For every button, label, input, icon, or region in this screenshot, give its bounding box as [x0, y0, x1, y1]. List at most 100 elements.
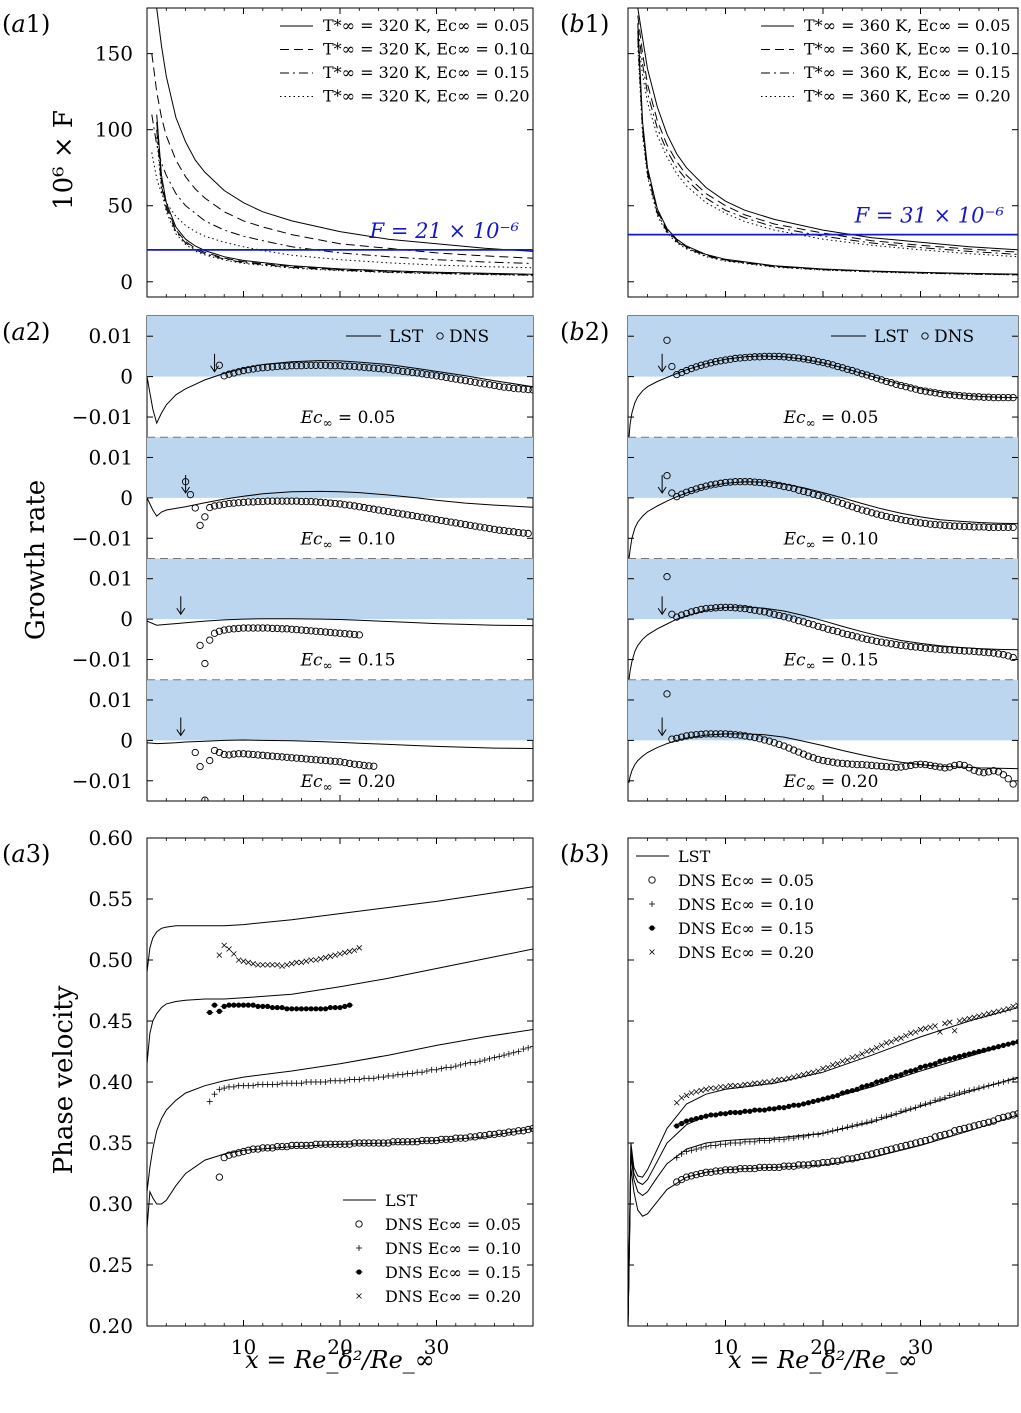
dns-point	[530, 1044, 536, 1050]
y-tick-label: 0	[120, 607, 133, 631]
subpanel-label: Ec∞ = 0.15	[783, 651, 879, 673]
y-tick-label: 0.40	[88, 1070, 133, 1094]
circle-marker	[192, 749, 198, 755]
circle-marker	[356, 632, 362, 638]
dns-point	[482, 1057, 488, 1063]
dns-point	[260, 962, 265, 967]
dns-point	[318, 956, 323, 961]
dns-point	[207, 637, 213, 643]
y-tick-label: 0	[120, 728, 133, 752]
dns-point	[689, 1090, 694, 1095]
circle-marker	[202, 660, 208, 666]
legend-marker	[649, 901, 655, 907]
circle-marker	[356, 1221, 362, 1227]
dns-point	[192, 749, 198, 755]
dns-point	[1015, 1075, 1021, 1081]
dns-point	[1005, 776, 1011, 782]
dns-point	[241, 959, 246, 964]
y-tick-label: 0.25	[88, 1253, 133, 1277]
dns-point	[899, 1036, 904, 1041]
legend-label-dns: DNS	[449, 327, 489, 347]
subpanel-label: Ec∞ = 0.10	[783, 529, 879, 551]
circle-marker	[1010, 781, 1016, 787]
legend-label: DNS Ec∞ = 0.10	[678, 895, 814, 914]
dns-point	[849, 1123, 855, 1129]
dns-point	[202, 514, 208, 520]
dns-point	[821, 1066, 826, 1071]
dns-point	[419, 1069, 425, 1075]
dns-point	[1000, 1079, 1006, 1085]
dns-point	[313, 958, 318, 963]
dns-point	[679, 1095, 684, 1100]
dns-point	[1005, 1078, 1011, 1084]
positive-growth-region	[147, 559, 533, 620]
legend-marker	[650, 950, 655, 955]
dns-point	[309, 958, 314, 963]
dns-point	[217, 953, 222, 958]
dns-point	[967, 1016, 972, 1021]
dns-point	[472, 1059, 478, 1065]
curves	[628, 1003, 1021, 1326]
dns-point	[275, 962, 280, 967]
ylabel-phase: Phase velocity	[49, 985, 79, 1174]
dns-point	[525, 530, 531, 536]
dns-point	[981, 1084, 987, 1090]
subpanel	[147, 437, 533, 536]
subpanel-label: Ec∞ = 0.20	[783, 772, 879, 794]
dns-point	[708, 1086, 713, 1091]
legend-label: LST	[385, 1191, 418, 1210]
legend-marker	[356, 1269, 363, 1274]
curves	[147, 887, 536, 1229]
dns-point	[448, 1064, 454, 1070]
subpanel-label: Ec∞ = 0.05	[300, 408, 396, 430]
dns-point	[284, 962, 289, 967]
dns-point	[501, 1052, 507, 1058]
dns-point	[952, 1028, 957, 1033]
dns-point	[400, 1072, 406, 1078]
dns-point	[216, 1086, 222, 1092]
y-tick-label: 0.20	[88, 1314, 133, 1338]
dns-point	[845, 1058, 850, 1063]
dns-point	[703, 1144, 709, 1150]
dns-point	[338, 951, 343, 956]
dns-point	[371, 1075, 377, 1081]
y-tick-label: −0.01	[72, 648, 133, 672]
ylabel-frequency: 10⁶ × F	[49, 110, 79, 210]
legend-marker	[649, 925, 656, 930]
dns-point	[197, 642, 203, 648]
dns-point	[889, 1039, 894, 1044]
y-tick-label: 0.01	[88, 567, 133, 591]
dns-point	[496, 1053, 502, 1059]
dns-point	[438, 1066, 444, 1072]
dns-point	[874, 1045, 879, 1050]
dns-point	[280, 964, 285, 969]
dns-point	[713, 1086, 718, 1091]
dns-point	[265, 962, 270, 967]
circle-marker	[197, 642, 203, 648]
dns-point	[487, 1056, 493, 1062]
y-tick-label: 0.50	[88, 948, 133, 972]
circle-marker	[207, 637, 213, 643]
dns-point	[250, 1083, 256, 1089]
dns-point	[844, 1124, 850, 1130]
axes-b1: (b1)F = 31 × 10⁻⁶T*∞ = 360 K, Ec∞ = 0.05…	[560, 8, 1018, 297]
y-tick-label: 0	[120, 486, 133, 510]
dns-point	[699, 1088, 704, 1093]
positive-growth-region	[628, 680, 1018, 741]
y-tick-label: 0.55	[88, 887, 133, 911]
y-tick-label: 0	[120, 270, 133, 294]
dns-point	[192, 505, 198, 511]
dns-point	[859, 1120, 865, 1126]
dns-point	[723, 1141, 729, 1147]
y-tick-label: −0.01	[72, 405, 133, 429]
dns-point	[825, 1129, 831, 1135]
circle-marker	[371, 763, 377, 769]
legend-label: DNS Ec∞ = 0.20	[385, 1287, 521, 1306]
dns-point	[356, 1077, 362, 1083]
dns-point	[986, 1083, 992, 1089]
